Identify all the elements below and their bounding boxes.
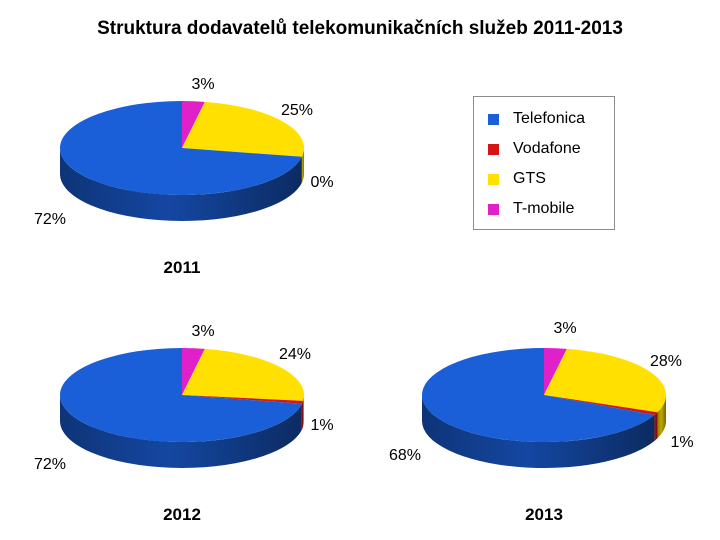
pie-slice-2013-vodafone	[544, 395, 658, 416]
data-label-2012-telefonica: 72%	[34, 456, 66, 473]
pie-side-2013-vodafone	[654, 412, 658, 442]
pie-2012: 72% 1% 24% 3% 2012	[34, 323, 334, 524]
year-label-2011: 2011	[164, 258, 201, 277]
data-label-2013-telefonica: 68%	[389, 447, 421, 464]
pie-slice-2012-telefonica	[59, 348, 302, 442]
pie-slice-2011-gts	[182, 101, 304, 157]
pie-slice-2013-telefonica	[422, 348, 655, 442]
data-label-2011-vodafone: 0%	[310, 174, 333, 191]
data-label-2011-telefonica: 72%	[34, 211, 66, 228]
pie-2013: 68% 1% 28% 3% 2013	[389, 320, 694, 524]
legend-item-t-mobile: T-mobile	[488, 198, 574, 220]
pie-slice-2011-t-mobile	[182, 101, 205, 148]
pie-side-2012-gts	[303, 395, 304, 427]
legend-swatch-telefonica	[488, 113, 499, 125]
pie-side-2011-telefonica	[60, 148, 302, 221]
year-label-2012: 2012	[163, 505, 201, 524]
pie-slice-2012-t-mobile	[182, 347, 205, 395]
legend-item-vodafone: Vodafone	[488, 138, 581, 160]
pie-side-2012-vodafone	[301, 400, 304, 430]
legend-label-gts: GTS	[513, 170, 546, 187]
data-label-2011-gts: 25%	[281, 102, 313, 119]
legend-swatch-gts	[488, 173, 499, 185]
data-label-2012-t-mobile: 3%	[191, 323, 214, 340]
legend-label-telefonica: Telefonica	[513, 110, 586, 127]
data-label-2012-vodafone: 1%	[310, 417, 333, 434]
legend-label-vodafone: Vodafone	[513, 140, 581, 157]
data-label-2013-t-mobile: 3%	[553, 320, 576, 337]
pie-slice-2013-gts	[544, 348, 666, 413]
data-label-2012-gts: 24%	[279, 346, 311, 363]
data-label-2013-gts: 28%	[650, 353, 682, 370]
data-label-2013-vodafone: 1%	[670, 434, 693, 451]
pie-side-2011-gts	[301, 148, 304, 183]
legend-item-telefonica: Telefonica	[488, 108, 585, 130]
legend: Telefonica Vodafone GTS T-mobile	[473, 96, 615, 230]
chart-title: Struktura dodavatelů telekomunikačních s…	[97, 18, 623, 39]
legend-swatch-vodafone	[488, 143, 499, 155]
legend-label-t-mobile: T-mobile	[513, 200, 575, 217]
pie-slice-2012-vodafone	[182, 395, 304, 404]
year-label-2013: 2013	[525, 505, 563, 524]
pie-side-2012-telefonica	[60, 395, 302, 468]
pie-slice-2011-telefonica	[59, 101, 302, 196]
pie-slice-2013-t-mobile	[544, 347, 567, 395]
pie-2011: 72% 0% 25% 3% 2011	[34, 76, 334, 277]
data-label-2011-t-mobile: 3%	[191, 76, 214, 93]
pie-slice-2012-gts	[182, 348, 304, 401]
legend-swatch-t-mobile	[488, 203, 499, 215]
pie-side-2013-gts	[657, 395, 666, 439]
pie-side-2013-telefonica	[422, 395, 655, 468]
legend-item-gts: GTS	[488, 168, 546, 190]
